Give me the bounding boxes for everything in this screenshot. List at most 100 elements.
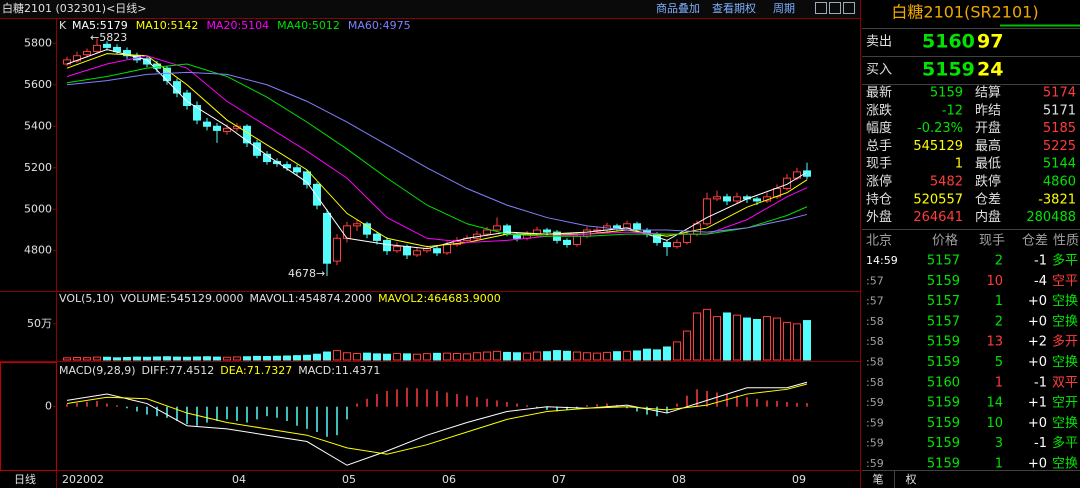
candle-body xyxy=(673,241,681,248)
sell-label: 卖出 xyxy=(866,35,892,50)
candle-body xyxy=(373,233,381,241)
stat-value: 5144 xyxy=(1043,157,1076,172)
candle-body xyxy=(403,246,411,256)
tab[interactable]: 笔 xyxy=(873,472,884,486)
trade-cell: 多平 xyxy=(1052,253,1078,269)
candle-body xyxy=(483,229,491,235)
stat-value: 5225 xyxy=(1043,139,1076,154)
volume-bar xyxy=(733,314,741,361)
volume-bar xyxy=(503,351,511,361)
x-tick-label: 07 xyxy=(552,473,566,486)
volume-bar xyxy=(273,355,281,361)
volume-bar xyxy=(203,356,211,361)
volume-bar xyxy=(543,351,551,361)
volume-bar xyxy=(403,353,411,361)
candle-body xyxy=(83,51,91,56)
y-tick-label: 4800 xyxy=(24,244,52,257)
trade-header: 仓差 xyxy=(1022,234,1048,249)
stat-label: 最低 xyxy=(975,157,1001,172)
trade-cell: 5157 xyxy=(927,314,960,329)
candle-body xyxy=(663,241,671,248)
volume-bar xyxy=(323,351,331,361)
trade-header: 性质 xyxy=(1053,234,1079,249)
volume-bar xyxy=(353,352,361,361)
candle-body xyxy=(63,59,71,65)
candle-body xyxy=(493,225,501,231)
legend-text: DEA:71.7327 xyxy=(220,364,292,377)
ma-legend: MA60:4975 xyxy=(348,19,411,32)
volume-bar xyxy=(773,317,781,361)
candle-body xyxy=(453,239,461,246)
y-tick-label: 5800 xyxy=(24,36,52,49)
candle-body xyxy=(183,92,191,107)
trade-cell: 5157 xyxy=(927,254,960,269)
trade-header: 价格 xyxy=(932,233,958,249)
candle-body xyxy=(683,233,691,243)
trade-cell: :57 xyxy=(866,274,884,287)
volume-bar xyxy=(253,355,261,361)
candle-body xyxy=(573,235,581,246)
quote-separators xyxy=(862,28,1080,488)
legend-text: DIFF:77.4512 xyxy=(142,364,215,377)
trade-cell: 1 xyxy=(995,457,1003,472)
sell-price: 5160 xyxy=(922,31,975,53)
y-tick-label: 5200 xyxy=(24,161,52,174)
candle-body xyxy=(323,212,331,264)
trade-cell: :59 xyxy=(866,457,884,470)
volume-bar xyxy=(383,353,391,361)
y-tick-label: 50万 xyxy=(27,317,52,330)
trade-cell: 5159 xyxy=(927,335,960,350)
legend-text: MAVOL2:464683.9000 xyxy=(378,292,501,305)
link[interactable]: 周期 xyxy=(773,2,795,15)
candle-body xyxy=(443,244,451,254)
trade-cell: 5157 xyxy=(927,294,960,309)
volume-bar xyxy=(783,321,791,361)
stat-value: 520557 xyxy=(913,192,963,207)
volume-bar xyxy=(143,356,151,361)
trade-cell: 1 xyxy=(995,294,1003,309)
y-tick-label: 5400 xyxy=(24,119,52,132)
volume-bar xyxy=(803,320,811,361)
ma-line xyxy=(66,71,808,233)
trade-cell: 5159 xyxy=(927,436,960,451)
stat-label: 现手 xyxy=(866,157,892,172)
candle-body xyxy=(753,198,761,202)
trade-cell: -4 xyxy=(1034,274,1047,289)
volume-bar xyxy=(583,352,591,361)
candle-body xyxy=(543,229,551,233)
volume-bar xyxy=(333,350,341,361)
volume-bar xyxy=(93,356,101,361)
stat-value: 5159 xyxy=(930,86,963,101)
tab[interactable]: 权 xyxy=(906,473,917,486)
candle-body xyxy=(203,121,211,127)
stat-label: 昨结 xyxy=(975,103,1001,118)
volume-bar xyxy=(703,308,711,361)
candle-body xyxy=(583,229,591,237)
volume-bar xyxy=(293,355,301,361)
candle-body xyxy=(713,196,721,200)
volume-bar xyxy=(743,317,751,361)
link[interactable]: 商品叠加 xyxy=(656,1,700,15)
candle-body xyxy=(143,58,151,65)
candle-body xyxy=(343,225,351,239)
link[interactable]: 查看期权 xyxy=(712,1,756,15)
candle-body xyxy=(633,223,641,231)
trade-header: 北京 xyxy=(866,234,892,249)
volume-bar xyxy=(483,351,491,361)
trade-cell: 3 xyxy=(995,436,1003,451)
candle-body xyxy=(103,43,111,48)
y-tick-label: 5600 xyxy=(24,78,52,91)
volume-bar xyxy=(63,357,71,361)
trade-cell: 多平 xyxy=(1052,435,1078,451)
stat-value: -12 xyxy=(942,103,963,118)
volume-bar xyxy=(663,346,671,361)
volume-bar xyxy=(303,354,311,361)
stat-value: 1 xyxy=(955,157,963,172)
trade-cell: -1 xyxy=(1034,436,1047,451)
trade-cell: 空换 xyxy=(1052,457,1078,472)
trade-cell: 5 xyxy=(995,355,1003,370)
volume-bar xyxy=(123,356,131,361)
trade-cell: 空换 xyxy=(1052,314,1078,329)
window-buttons[interactable] xyxy=(815,2,855,14)
